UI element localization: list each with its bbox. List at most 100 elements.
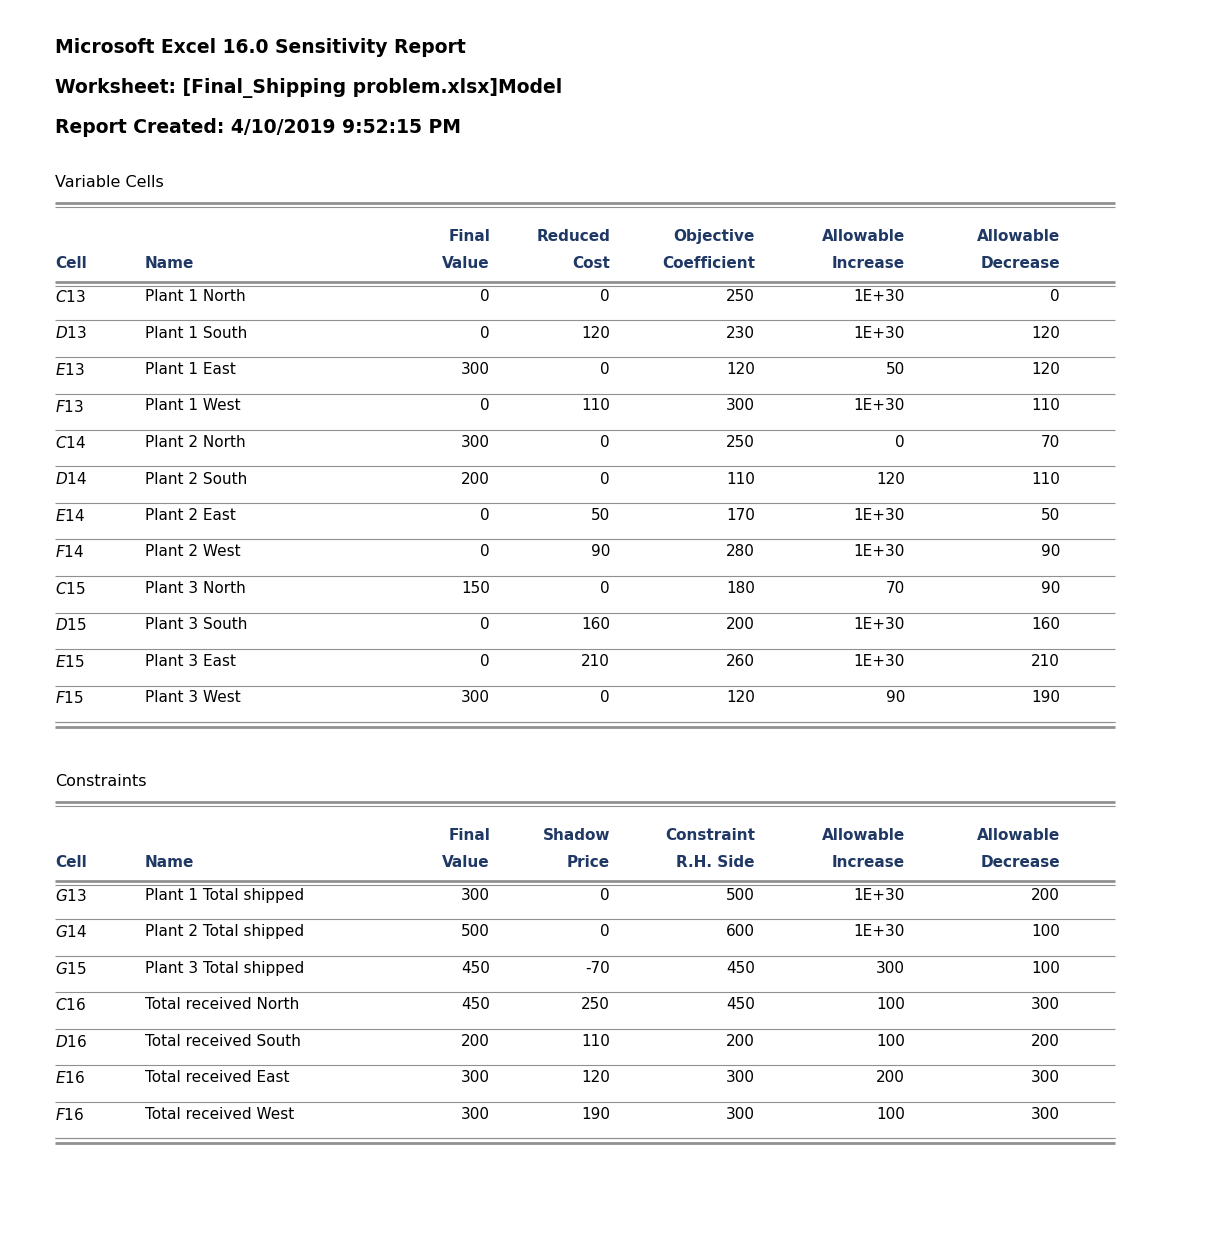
Text: 1E+30: 1E+30 xyxy=(853,544,905,559)
Text: 1E+30: 1E+30 xyxy=(853,508,905,523)
Text: 120: 120 xyxy=(877,472,905,487)
Text: Cell: Cell xyxy=(55,256,87,271)
Text: 200: 200 xyxy=(461,472,490,487)
Text: 160: 160 xyxy=(1031,618,1060,633)
Text: Plant 3 South: Plant 3 South xyxy=(145,618,248,633)
Text: 190: 190 xyxy=(581,1107,611,1122)
Text: 100: 100 xyxy=(877,1035,905,1050)
Text: 300: 300 xyxy=(1031,1071,1060,1086)
Text: 50: 50 xyxy=(1041,508,1060,523)
Text: Plant 2 West: Plant 2 West xyxy=(145,544,240,559)
Text: $D$16: $D$16 xyxy=(55,1035,87,1050)
Text: Plant 2 North: Plant 2 North xyxy=(145,436,245,451)
Text: 0: 0 xyxy=(481,326,490,341)
Text: 120: 120 xyxy=(581,326,611,341)
Text: 450: 450 xyxy=(461,961,490,976)
Text: $G$13: $G$13 xyxy=(55,889,87,904)
Text: 110: 110 xyxy=(1031,472,1060,487)
Text: 90: 90 xyxy=(591,544,611,559)
Text: $E$14: $E$14 xyxy=(55,508,85,524)
Text: $F$13: $F$13 xyxy=(55,398,83,414)
Text: 100: 100 xyxy=(1031,961,1060,976)
Text: Microsoft Excel 16.0 Sensitivity Report: Microsoft Excel 16.0 Sensitivity Report xyxy=(55,37,466,57)
Text: 200: 200 xyxy=(877,1071,905,1086)
Text: Allowable: Allowable xyxy=(821,827,905,842)
Text: Coefficient: Coefficient xyxy=(662,256,755,271)
Text: 100: 100 xyxy=(877,997,905,1012)
Text: 0: 0 xyxy=(601,362,611,377)
Text: Allowable: Allowable xyxy=(821,228,905,245)
Text: Objective: Objective xyxy=(673,228,755,245)
Text: Allowable: Allowable xyxy=(977,228,1060,245)
Text: 450: 450 xyxy=(461,997,490,1012)
Text: 210: 210 xyxy=(1031,654,1060,669)
Text: 50: 50 xyxy=(885,362,905,377)
Text: 100: 100 xyxy=(1031,925,1060,940)
Text: 280: 280 xyxy=(726,544,755,559)
Text: Cell: Cell xyxy=(55,855,87,870)
Text: 200: 200 xyxy=(726,618,755,633)
Text: Plant 3 West: Plant 3 West xyxy=(145,690,240,705)
Text: 0: 0 xyxy=(601,690,611,705)
Text: Plant 2 East: Plant 2 East xyxy=(145,508,235,523)
Text: 110: 110 xyxy=(581,1035,611,1050)
Text: $E$13: $E$13 xyxy=(55,362,85,378)
Text: $G$15: $G$15 xyxy=(55,961,87,977)
Text: 90: 90 xyxy=(1041,544,1060,559)
Text: Constraint: Constraint xyxy=(664,827,755,842)
Text: 0: 0 xyxy=(481,398,490,413)
Text: Plant 1 West: Plant 1 West xyxy=(145,398,240,413)
Text: 120: 120 xyxy=(726,690,755,705)
Text: -70: -70 xyxy=(585,961,611,976)
Text: 1E+30: 1E+30 xyxy=(853,654,905,669)
Text: $G$14: $G$14 xyxy=(55,925,87,941)
Text: Report Created: 4/10/2019 9:52:15 PM: Report Created: 4/10/2019 9:52:15 PM xyxy=(55,119,461,137)
Text: Plant 3 Total shipped: Plant 3 Total shipped xyxy=(145,961,304,976)
Text: Constraints: Constraints xyxy=(55,774,146,789)
Text: Total received East: Total received East xyxy=(145,1071,289,1086)
Text: 120: 120 xyxy=(581,1071,611,1086)
Text: 1E+30: 1E+30 xyxy=(853,618,905,633)
Text: 230: 230 xyxy=(726,326,755,341)
Text: 0: 0 xyxy=(601,582,611,597)
Text: 500: 500 xyxy=(726,889,755,904)
Text: 300: 300 xyxy=(1031,1107,1060,1122)
Text: Price: Price xyxy=(566,855,611,870)
Text: Plant 1 Total shipped: Plant 1 Total shipped xyxy=(145,889,304,904)
Text: 1E+30: 1E+30 xyxy=(853,326,905,341)
Text: 260: 260 xyxy=(726,654,755,669)
Text: 210: 210 xyxy=(581,654,611,669)
Text: 120: 120 xyxy=(726,362,755,377)
Text: 50: 50 xyxy=(591,508,611,523)
Text: $C$13: $C$13 xyxy=(55,290,86,305)
Text: 1E+30: 1E+30 xyxy=(853,398,905,413)
Text: 450: 450 xyxy=(726,961,755,976)
Text: R.H. Side: R.H. Side xyxy=(677,855,755,870)
Text: 120: 120 xyxy=(1031,362,1060,377)
Text: 500: 500 xyxy=(461,925,490,940)
Text: 300: 300 xyxy=(726,1071,755,1086)
Text: 250: 250 xyxy=(726,436,755,451)
Text: Total received North: Total received North xyxy=(145,997,299,1012)
Text: 0: 0 xyxy=(481,290,490,305)
Text: Value: Value xyxy=(443,256,490,271)
Text: $C$16: $C$16 xyxy=(55,997,86,1013)
Text: 300: 300 xyxy=(461,362,490,377)
Text: 110: 110 xyxy=(581,398,611,413)
Text: 70: 70 xyxy=(885,582,905,597)
Text: Increase: Increase xyxy=(832,256,905,271)
Text: 0: 0 xyxy=(895,436,905,451)
Text: Name: Name xyxy=(145,256,195,271)
Text: 1E+30: 1E+30 xyxy=(853,290,905,305)
Text: 300: 300 xyxy=(877,961,905,976)
Text: Decrease: Decrease xyxy=(981,855,1060,870)
Text: 160: 160 xyxy=(581,618,611,633)
Text: 0: 0 xyxy=(601,436,611,451)
Text: 250: 250 xyxy=(581,997,611,1012)
Text: Decrease: Decrease xyxy=(981,256,1060,271)
Text: 120: 120 xyxy=(1031,326,1060,341)
Text: $E$16: $E$16 xyxy=(55,1071,85,1087)
Text: Plant 2 Total shipped: Plant 2 Total shipped xyxy=(145,925,304,940)
Text: 0: 0 xyxy=(481,508,490,523)
Text: Plant 3 North: Plant 3 North xyxy=(145,582,245,597)
